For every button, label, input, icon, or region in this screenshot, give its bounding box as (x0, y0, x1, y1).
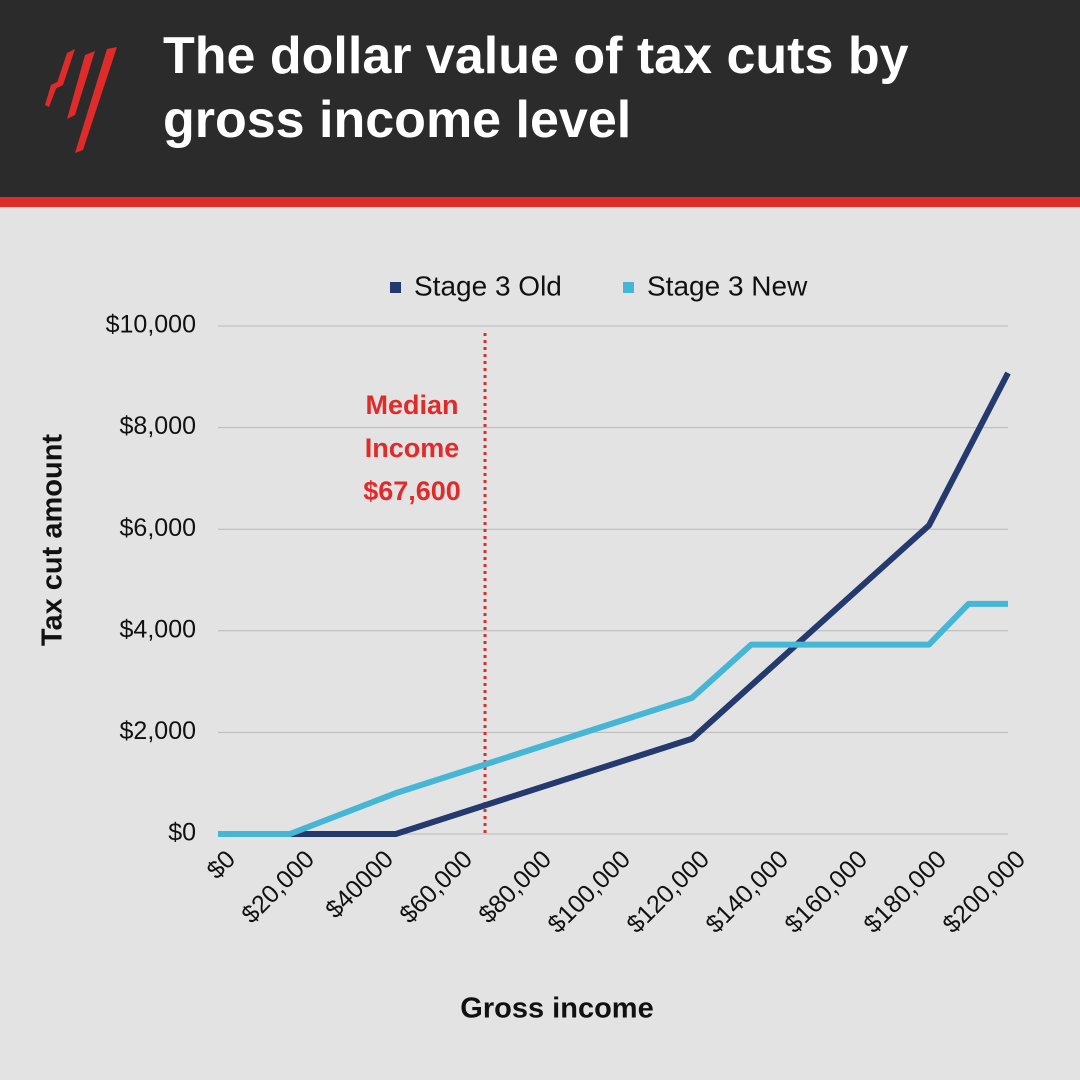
x-tick-label: $40000 (320, 845, 399, 924)
legend-label: Stage 3 New (647, 270, 808, 301)
x-tick-label: $200,000 (937, 845, 1031, 939)
annotation-text: Median (365, 390, 458, 420)
y-axis-label: Tax cut amount (37, 434, 69, 646)
x-tick-label: $100,000 (542, 845, 636, 939)
y-tick-label: $2,000 (120, 717, 196, 745)
header: The dollar value of tax cuts by gross in… (0, 0, 1080, 207)
y-tick-label: $8,000 (120, 412, 196, 440)
x-tick-label: $60,000 (394, 845, 478, 929)
y-tick-label: $0 (168, 819, 196, 847)
x-tick-label: $120,000 (621, 845, 715, 939)
logo (45, 47, 117, 153)
x-tick-label: $180,000 (858, 845, 952, 939)
series-line (218, 371, 1011, 837)
legend-swatch (623, 282, 634, 293)
x-axis-label: Gross income (460, 993, 653, 1025)
legend-swatch (390, 282, 401, 293)
x-tick-label: $160,000 (779, 845, 873, 939)
chart-title: The dollar value of tax cuts by gross in… (163, 27, 909, 149)
y-tick-label: $4,000 (120, 615, 196, 643)
series-line (218, 600, 1008, 837)
x-tick-label: $0 (201, 845, 240, 884)
y-tick-label: $6,000 (120, 514, 196, 542)
annotation-text: $67,600 (363, 476, 461, 506)
x-tick-label: $20,000 (236, 845, 320, 929)
x-tick-label: $140,000 (700, 845, 794, 939)
legend-label: Stage 3 Old (414, 270, 562, 301)
annotation-text: Income (365, 433, 460, 463)
y-tick-label: $10,000 (106, 311, 196, 339)
